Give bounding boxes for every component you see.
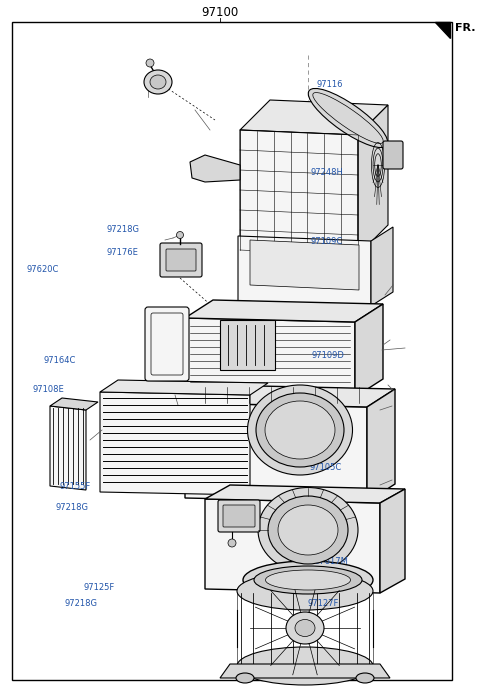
Polygon shape bbox=[220, 664, 390, 678]
Ellipse shape bbox=[268, 496, 348, 564]
Ellipse shape bbox=[243, 561, 373, 599]
Text: FR.: FR. bbox=[455, 23, 476, 33]
Circle shape bbox=[177, 231, 183, 238]
FancyBboxPatch shape bbox=[383, 141, 403, 169]
Polygon shape bbox=[380, 489, 405, 593]
Ellipse shape bbox=[308, 88, 388, 147]
Polygon shape bbox=[358, 105, 388, 255]
Text: 97116: 97116 bbox=[317, 81, 343, 89]
Text: 97248H: 97248H bbox=[311, 168, 343, 177]
Polygon shape bbox=[185, 385, 395, 407]
FancyBboxPatch shape bbox=[218, 500, 260, 532]
Ellipse shape bbox=[150, 75, 166, 89]
FancyBboxPatch shape bbox=[160, 243, 202, 277]
Text: 97218G: 97218G bbox=[65, 599, 98, 607]
Ellipse shape bbox=[237, 572, 373, 610]
Polygon shape bbox=[50, 398, 98, 410]
Text: 97176E: 97176E bbox=[107, 248, 138, 256]
FancyBboxPatch shape bbox=[166, 249, 196, 271]
Polygon shape bbox=[238, 236, 371, 306]
Polygon shape bbox=[355, 304, 383, 397]
Polygon shape bbox=[240, 130, 358, 255]
Polygon shape bbox=[50, 406, 86, 490]
Ellipse shape bbox=[254, 566, 362, 594]
Ellipse shape bbox=[265, 570, 350, 590]
Circle shape bbox=[146, 59, 154, 67]
Polygon shape bbox=[371, 227, 393, 306]
Polygon shape bbox=[250, 240, 359, 290]
Polygon shape bbox=[100, 392, 250, 495]
Text: 97164C: 97164C bbox=[43, 356, 75, 364]
Polygon shape bbox=[205, 485, 405, 503]
Ellipse shape bbox=[278, 505, 338, 555]
Text: 97100: 97100 bbox=[202, 6, 239, 19]
Text: 97108E: 97108E bbox=[33, 385, 64, 393]
Text: 97125F: 97125F bbox=[84, 583, 115, 591]
Text: 97109C: 97109C bbox=[311, 238, 343, 246]
Text: 97218G: 97218G bbox=[107, 225, 140, 234]
Polygon shape bbox=[205, 499, 380, 593]
Polygon shape bbox=[435, 22, 450, 38]
Ellipse shape bbox=[286, 612, 324, 644]
Text: 97617M: 97617M bbox=[314, 557, 348, 566]
Ellipse shape bbox=[236, 673, 254, 683]
Text: 97060E: 97060E bbox=[311, 425, 343, 434]
Polygon shape bbox=[190, 155, 240, 182]
Text: 97127F: 97127F bbox=[307, 599, 338, 607]
Text: 97155F: 97155F bbox=[60, 482, 91, 491]
Circle shape bbox=[228, 539, 236, 547]
Polygon shape bbox=[185, 300, 383, 322]
Text: 97620C: 97620C bbox=[26, 265, 59, 274]
Text: 97105C: 97105C bbox=[310, 463, 342, 471]
Text: 97109D: 97109D bbox=[312, 352, 345, 360]
Polygon shape bbox=[185, 318, 355, 397]
FancyBboxPatch shape bbox=[223, 505, 255, 527]
Ellipse shape bbox=[265, 401, 335, 459]
Ellipse shape bbox=[295, 619, 315, 637]
Ellipse shape bbox=[256, 393, 344, 467]
FancyBboxPatch shape bbox=[145, 307, 189, 381]
Polygon shape bbox=[240, 100, 388, 135]
Text: 97218G: 97218G bbox=[55, 503, 88, 512]
Polygon shape bbox=[100, 380, 268, 395]
Ellipse shape bbox=[356, 673, 374, 683]
Polygon shape bbox=[185, 403, 367, 502]
Ellipse shape bbox=[237, 647, 373, 685]
Ellipse shape bbox=[144, 70, 172, 94]
Polygon shape bbox=[367, 389, 395, 502]
Ellipse shape bbox=[258, 487, 358, 573]
Ellipse shape bbox=[248, 385, 352, 475]
FancyBboxPatch shape bbox=[220, 320, 275, 370]
